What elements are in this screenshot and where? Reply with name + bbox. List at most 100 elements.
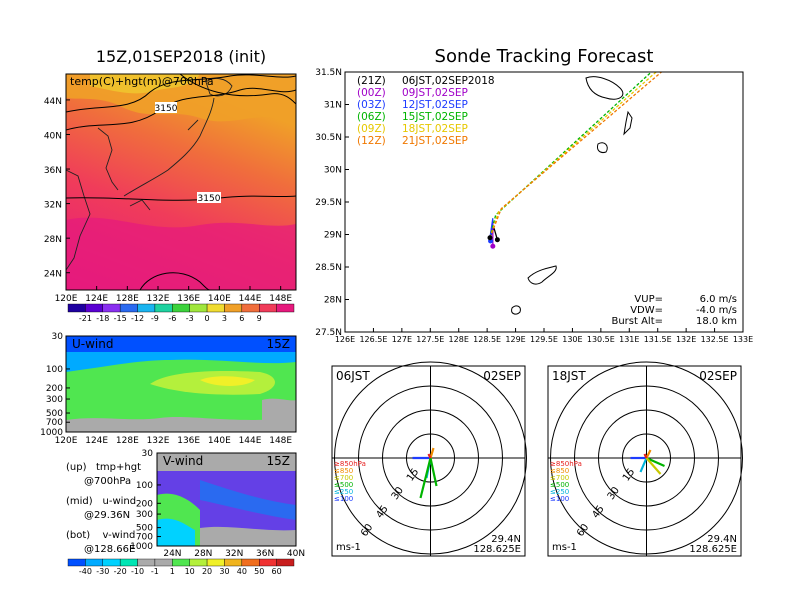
lon-tick-label: 132E [676,335,696,344]
legend-utc: (03Z) [357,99,386,111]
colorbar-label: -12 [131,314,144,323]
legend-jst: 21JST,02SEP [402,135,468,147]
island-outline [511,305,521,315]
launch-point [487,235,493,241]
colorbar-swatch [259,303,277,313]
japan-coast [123,97,215,211]
level-tick-label: 1000 [40,428,63,438]
legend-key: (up) [66,462,87,473]
param-key: VDW= [630,305,663,316]
landing-point [494,237,500,243]
legend-utc: (12Z) [357,135,386,147]
hodo-level-label: ≤850 [550,467,569,475]
wind-vector [645,457,662,475]
hodo-level-label: ≤100 [334,495,353,503]
colorbar-label: 50 [254,567,264,576]
contour-line [66,87,296,131]
temp-cool-core [90,74,200,94]
lon-tick-label: 132E [147,294,170,304]
island-outlines [511,76,633,315]
lat-tick-label: 24N [163,549,181,559]
colorbar-swatch [189,558,208,567]
lat-tick-label: 31.5N [315,68,342,78]
uwind-label: U-wind [72,337,113,351]
lon-tick-label: 131E [619,335,639,344]
lat-tick-label: 32N [44,201,62,211]
colorbar-label: -40 [79,567,92,576]
hodo-time: 18JST [552,369,586,383]
vwind-upper-band [157,453,296,471]
colorbar-label: -1 [151,567,159,576]
colorbar-swatch [85,558,103,567]
temp-map-title: 15Z,01SEP2018 (init) [96,47,266,66]
level-tick-label: 1000 [130,542,153,552]
colorbar-label: 60 [272,567,282,576]
lon-tick-label: 126.5E [359,335,387,344]
coastlines [66,78,233,271]
param-key: VUP= [634,294,663,305]
track-line [489,218,494,242]
colorbar-swatch [67,303,86,313]
colorbar-label: 40 [237,567,247,576]
level-tick-label: 200 [46,384,63,394]
tracking-map [345,72,743,332]
vwind-frame [156,452,297,547]
lat-tick-label: 27.5N [315,328,342,338]
level-tick-label: 500 [136,524,153,534]
lat-tick-label: 28N [194,549,212,559]
hodo-lat: 29.4N [491,534,521,545]
legend-utc: (21Z) [357,75,386,87]
legend-key: (bot) [66,530,90,541]
tracking-params: VUP= 6.0 m/s VDW= -4.0 m/s Burst Alt= 18.0 km [611,294,737,327]
lat-tick-label: 28N [44,235,62,245]
level-tick-label: 700 [46,418,63,428]
hodo-level-label: ≤500 [334,481,353,489]
track-line [489,72,658,238]
lon-tick-label: 148E [269,294,292,304]
lon-tick-label: 129.5E [530,335,558,344]
legend-key: (mid) [66,496,93,507]
lat-tick-label: 40N [287,549,305,559]
colorbar-label: 30 [219,567,229,576]
temp-map: temp(C)+hgt(m)@700hPa 3150 3150 [66,74,296,290]
lon-tick-label: 128E [116,294,139,304]
colorbar-swatch [154,558,173,567]
contour-line [179,74,296,105]
level-tick-label: 200 [136,499,153,509]
colorbar-swatch [119,303,138,313]
lon-tick-label: 136E [177,294,200,304]
vwind-time: 15Z [267,454,291,468]
hodo-level-label: ≤700 [334,474,353,482]
hodo-level-label: ≤100 [550,495,569,503]
level-tick-label: 300 [136,510,153,520]
colorbar-swatch [224,303,243,313]
lon-tick-label: 148E [269,436,292,446]
lon-tick-label: 120E [55,294,78,304]
island-outline [585,76,624,100]
colorbar-swatch [85,303,103,313]
hodo-unit: ms-1 [336,542,361,553]
lat-tick-label: 24N [44,270,62,280]
panel-legend: (up) tmp+hgt @700hPa (mid) u-wind @29.36N (bot… [66,462,141,555]
temp-lon-ticks: 120E 124E 128E 132E 136E 140E 144E 148E [55,286,292,304]
uwind-time: 15Z [267,337,291,351]
hodo-level-label: ≥850hPa [334,460,366,468]
colorbar-swatch [276,303,295,313]
level-tick-label: 700 [136,533,153,543]
colorbar-swatch [119,558,138,567]
colorbar-label: -21 [79,314,92,323]
wind-colorbar: -40 -30 -20 -10 -1 1 10 20 30 40 50 60 [67,558,295,576]
colorbar-swatch [172,303,190,313]
param-value: 6.0 m/s [700,294,737,305]
lon-tick-label: 127E [392,335,412,344]
colorbar-label: -15 [114,314,127,323]
lon-tick-label: 140E [208,436,231,446]
lon-tick-label: 133E [733,335,753,344]
hodo-date: 02SEP [699,369,737,383]
legend-value: tmp+hgt [96,462,141,473]
colorbar-label: 6 [239,314,244,323]
contour-label-box [197,192,221,203]
legend-value: @128.66E [84,544,135,555]
